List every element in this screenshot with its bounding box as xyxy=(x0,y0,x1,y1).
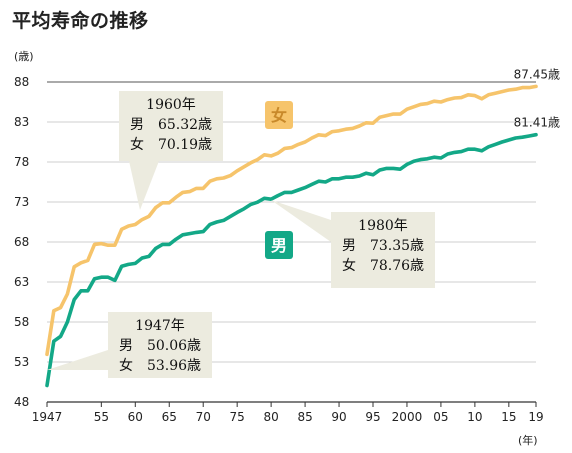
x-tick-label: 1947 xyxy=(32,410,63,424)
callout-line: 男 65.32歳 xyxy=(130,117,212,133)
callout-box xyxy=(108,312,212,378)
x-tick-label: 90 xyxy=(331,410,346,424)
x-tick-label: 85 xyxy=(297,410,312,424)
series-tag-label: 女 xyxy=(271,106,287,125)
callout-line: 女 78.76歳 xyxy=(342,257,424,274)
x-tick-label: 60 xyxy=(128,410,143,424)
callout-line: 男 50.06歳 xyxy=(119,338,201,354)
end-value-label: 81.41歳 xyxy=(514,116,560,130)
y-tick-label: 88 xyxy=(14,75,29,89)
y-tick-label: 48 xyxy=(14,395,29,409)
x-axis-ticks: 1947 55 60 65 70 75 80 85 90 95 2000 05 10 15 19 xyxy=(32,402,544,424)
callout-line: 女 53.96歳 xyxy=(119,357,201,374)
end-value-labels: 87.45歳 81.41歳 xyxy=(514,67,560,129)
series-tags: 女男 xyxy=(265,101,293,259)
callout-line: 1947年 xyxy=(135,318,185,334)
y-tick-label: 68 xyxy=(14,235,29,249)
x-tick-label: 70 xyxy=(196,410,211,424)
y-tick-label: 83 xyxy=(14,115,29,129)
series-tag-box xyxy=(265,231,293,259)
callout-line: 男 73.35歳 xyxy=(342,238,424,254)
y-tick-label: 53 xyxy=(14,355,29,369)
y-axis-ticks: 48 53 58 63 68 73 78 83 88 xyxy=(14,75,29,409)
x-tick-label: 55 xyxy=(94,410,109,424)
callout-pointer xyxy=(129,161,159,210)
y-axis-unit-label: (歳) xyxy=(14,50,34,63)
x-tick-label: 65 xyxy=(162,410,177,424)
x-tick-label: 75 xyxy=(230,410,245,424)
x-axis-unit-label: (年) xyxy=(518,433,538,447)
end-value-label: 87.45歳 xyxy=(514,67,560,81)
callout-box xyxy=(119,91,223,161)
series-line-male xyxy=(45,132,538,388)
x-tick-label: 80 xyxy=(263,410,278,424)
page-title: 平均寿命の推移 xyxy=(12,10,149,32)
series-lines xyxy=(45,84,538,388)
y-tick-label: 58 xyxy=(14,315,29,329)
x-tick-label: 10 xyxy=(467,410,482,424)
x-tick-label: 05 xyxy=(433,410,448,424)
y-tick-label: 73 xyxy=(14,195,29,209)
x-tick-label: 2000 xyxy=(392,410,423,424)
callout-box xyxy=(331,212,435,288)
callout-line: 女 70.19歳 xyxy=(130,136,212,153)
callout-line: 1980年 xyxy=(358,218,408,234)
callout-pointer xyxy=(271,200,331,242)
series-tag-female: 女 xyxy=(265,101,293,129)
series-tag-label: 男 xyxy=(271,236,287,255)
series-tag-box xyxy=(265,101,293,129)
series-line-female xyxy=(45,84,538,357)
x-tick-label: 95 xyxy=(365,410,380,424)
x-tick-label: 19 xyxy=(528,410,543,424)
y-tick-label: 63 xyxy=(14,275,29,289)
callout-line: 1960年 xyxy=(146,97,196,113)
series-tag-male: 男 xyxy=(265,231,293,259)
callout-pointer xyxy=(47,350,108,370)
y-tick-label: 78 xyxy=(14,155,29,169)
x-tick-label: 15 xyxy=(501,410,516,424)
